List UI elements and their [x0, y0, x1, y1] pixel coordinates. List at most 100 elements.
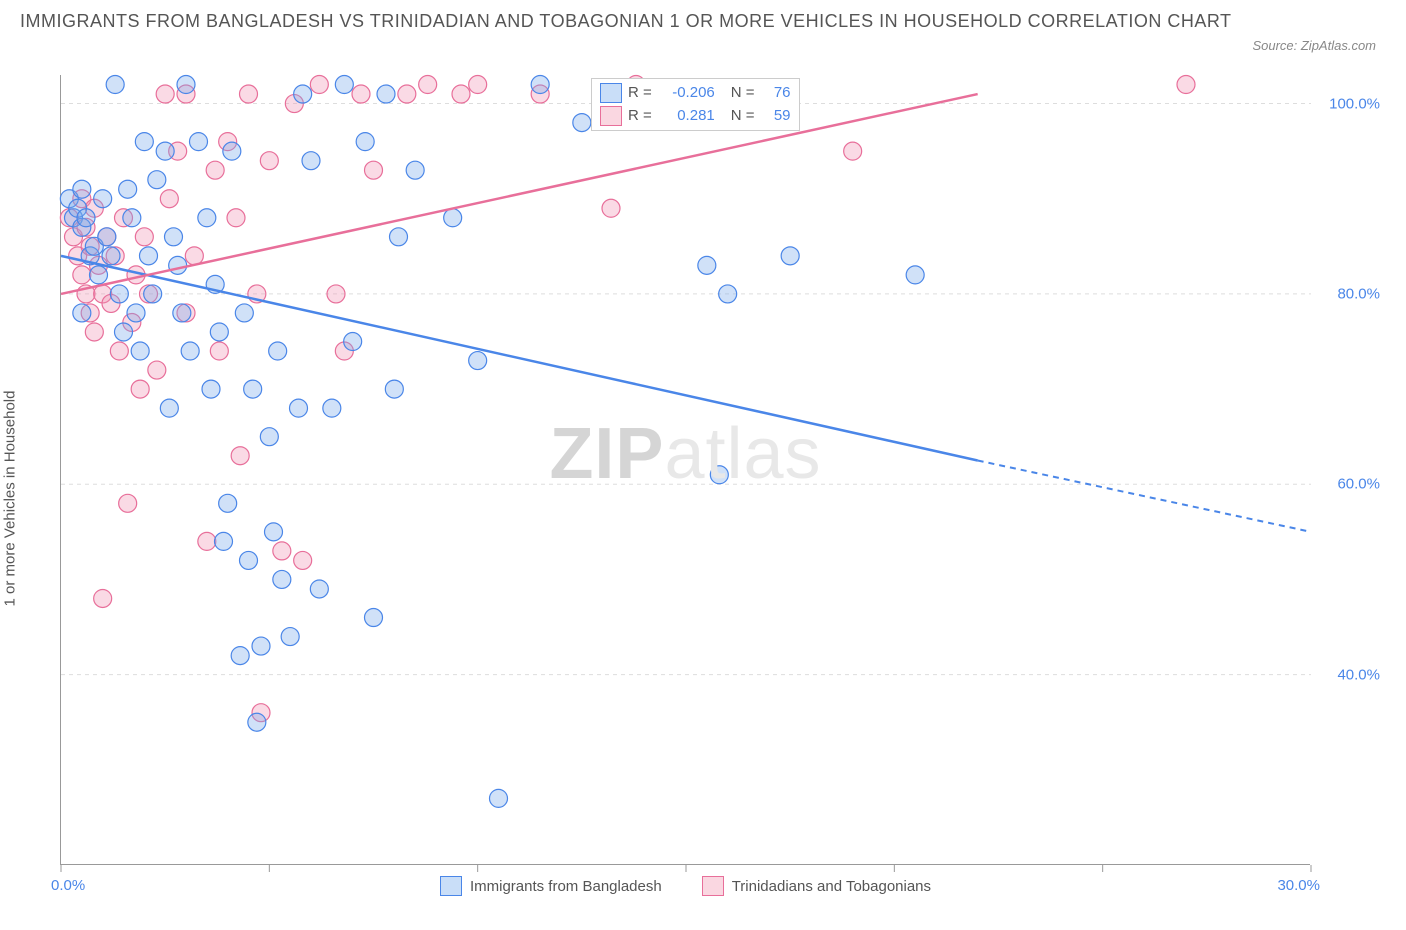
scatter-point: [844, 142, 862, 160]
scatter-point: [198, 532, 216, 550]
scatter-point: [181, 342, 199, 360]
scatter-point: [260, 152, 278, 170]
scatter-point: [469, 352, 487, 370]
scatter-point: [177, 76, 195, 94]
scatter-point: [406, 161, 424, 179]
scatter-point: [106, 76, 124, 94]
scatter-point: [173, 304, 191, 322]
r-value-pink: 0.281: [660, 105, 715, 128]
trend-line: [61, 256, 978, 461]
scatter-point: [352, 85, 370, 103]
scatter-point: [273, 570, 291, 588]
scatter-point: [215, 532, 233, 550]
scatter-point: [190, 133, 208, 151]
scatter-point: [719, 285, 737, 303]
legend-row-pink: R = 0.281 N = 59: [600, 105, 791, 128]
scatter-point: [160, 399, 178, 417]
r-value-blue: -0.206: [660, 82, 715, 105]
scatter-point: [365, 609, 383, 627]
scatter-point: [127, 304, 145, 322]
legend-label-pink: Trinidadians and Tobagonians: [732, 878, 931, 895]
scatter-point: [781, 247, 799, 265]
scatter-point: [210, 342, 228, 360]
scatter-point: [240, 551, 258, 569]
scatter-point: [198, 209, 216, 227]
scatter-point: [240, 85, 258, 103]
scatter-point: [248, 713, 266, 731]
scatter-point: [185, 247, 203, 265]
source-attribution: Source: ZipAtlas.com: [1252, 38, 1376, 53]
scatter-point: [269, 342, 287, 360]
scatter-point: [302, 152, 320, 170]
chart-title: IMMIGRANTS FROM BANGLADESH VS TRINIDADIA…: [20, 8, 1386, 35]
scatter-point: [235, 304, 253, 322]
plot-area: ZIPatlas R = -0.206 N = 76 R = 0.281 N =…: [60, 75, 1310, 865]
series-legend: Immigrants from Bangladesh Trinidadians …: [61, 876, 1310, 896]
scatter-point: [156, 85, 174, 103]
chart-container: 1 or more Vehicles in Household ZIPatlas…: [20, 75, 1390, 905]
scatter-point: [131, 380, 149, 398]
scatter-point: [169, 256, 187, 274]
scatter-point: [94, 589, 112, 607]
y-tick-label: 80.0%: [1337, 285, 1380, 302]
legend-row-blue: R = -0.206 N = 76: [600, 82, 791, 105]
scatter-point: [710, 466, 728, 484]
scatter-point: [210, 323, 228, 341]
scatter-point: [115, 323, 133, 341]
scatter-point: [290, 399, 308, 417]
scatter-point: [102, 247, 120, 265]
r-label: R =: [628, 82, 652, 105]
scatter-point: [419, 76, 437, 94]
n-value-blue: 76: [763, 82, 791, 105]
chart-header: IMMIGRANTS FROM BANGLADESH VS TRINIDADIA…: [0, 0, 1406, 39]
scatter-point: [294, 551, 312, 569]
scatter-point: [469, 76, 487, 94]
legend-item-blue: Immigrants from Bangladesh: [440, 876, 662, 896]
scatter-point: [294, 85, 312, 103]
scatter-point: [698, 256, 716, 274]
scatter-point: [110, 285, 128, 303]
scatter-point: [1177, 76, 1195, 94]
scatter-point: [144, 285, 162, 303]
y-tick-label: 60.0%: [1337, 476, 1380, 493]
trend-line-extrapolated: [978, 460, 1311, 531]
y-tick-label: 100.0%: [1329, 95, 1380, 112]
scatter-point: [110, 342, 128, 360]
scatter-point: [73, 304, 91, 322]
scatter-point: [119, 494, 137, 512]
scatter-point: [265, 523, 283, 541]
scatter-point: [260, 428, 278, 446]
scatter-point: [377, 85, 395, 103]
scatter-point: [231, 447, 249, 465]
scatter-point: [602, 199, 620, 217]
scatter-point: [135, 133, 153, 151]
chart-svg: [61, 75, 1310, 864]
scatter-point: [452, 85, 470, 103]
scatter-point: [531, 76, 549, 94]
scatter-point: [98, 228, 116, 246]
scatter-point: [244, 380, 262, 398]
scatter-point: [223, 142, 241, 160]
scatter-point: [73, 180, 91, 198]
r-label: R =: [628, 105, 652, 128]
scatter-point: [77, 209, 95, 227]
scatter-point: [398, 85, 416, 103]
legend-item-pink: Trinidadians and Tobagonians: [702, 876, 931, 896]
scatter-point: [206, 161, 224, 179]
swatch-blue-icon: [440, 876, 462, 896]
scatter-point: [490, 789, 508, 807]
n-value-pink: 59: [763, 105, 791, 128]
scatter-point: [281, 628, 299, 646]
scatter-point: [156, 142, 174, 160]
scatter-point: [94, 190, 112, 208]
scatter-point: [73, 266, 91, 284]
scatter-point: [444, 209, 462, 227]
n-label: N =: [731, 105, 755, 128]
y-axis-label: 1 or more Vehicles in Household: [2, 391, 19, 607]
legend-label-blue: Immigrants from Bangladesh: [470, 878, 662, 895]
correlation-legend: R = -0.206 N = 76 R = 0.281 N = 59: [591, 78, 800, 131]
scatter-point: [227, 209, 245, 227]
scatter-point: [219, 494, 237, 512]
scatter-point: [273, 542, 291, 560]
scatter-point: [119, 180, 137, 198]
